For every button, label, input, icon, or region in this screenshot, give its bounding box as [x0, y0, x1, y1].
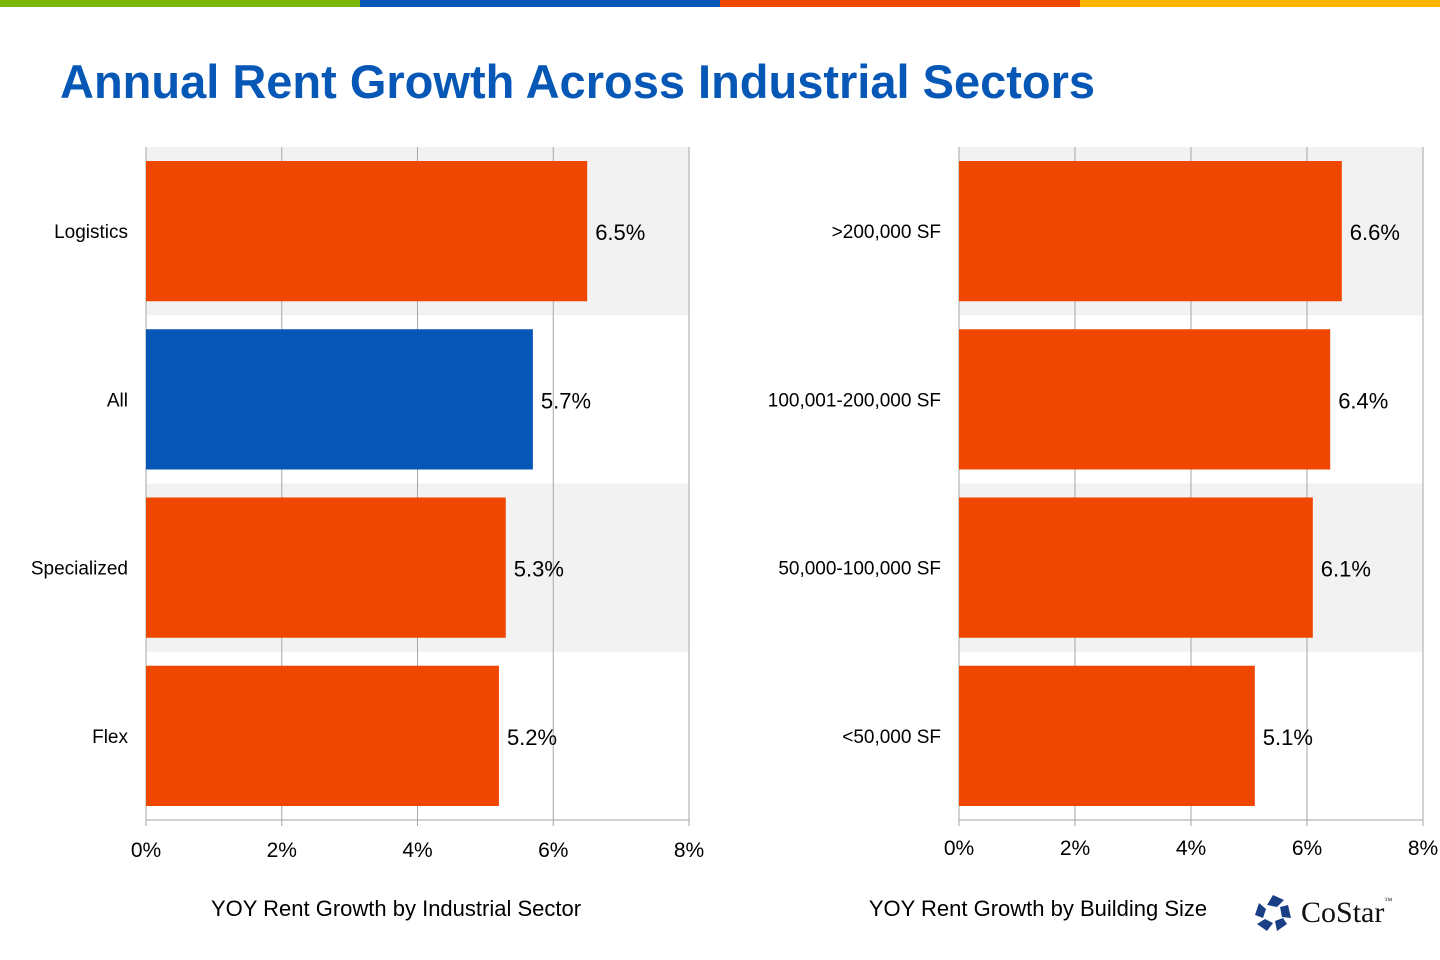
- x-tick-label: 0%: [944, 837, 974, 860]
- x-tick-label: 6%: [1292, 837, 1322, 860]
- data-label: 5.7%: [541, 388, 591, 413]
- x-tick-label: 4%: [1176, 837, 1206, 860]
- bar: [959, 161, 1342, 302]
- costar-star-icon: [1255, 895, 1291, 931]
- category-label: All: [107, 390, 128, 411]
- x-tick-label: 4%: [402, 839, 432, 862]
- x-tick-label: 8%: [1408, 837, 1438, 860]
- chart-title: YOY Rent Growth by Industrial Sector: [211, 896, 581, 921]
- x-tick-label: 0%: [131, 839, 161, 862]
- logo-wordmark: CoStar: [1301, 896, 1385, 929]
- top-bar-segment: [0, 0, 360, 7]
- bar: [146, 329, 533, 470]
- category-label: <50,000 SF: [842, 727, 941, 748]
- x-tick-label: 2%: [267, 839, 297, 862]
- data-label: 6.5%: [595, 220, 645, 245]
- trademark: ™: [1384, 896, 1393, 905]
- bar: [146, 497, 506, 638]
- page-title: Annual Rent Growth Across Industrial Sec…: [60, 55, 1096, 108]
- data-label: 6.4%: [1338, 388, 1388, 413]
- bar: [146, 161, 588, 302]
- x-tick-label: 2%: [1060, 837, 1090, 860]
- bar: [959, 329, 1331, 470]
- data-label: 5.2%: [507, 725, 557, 750]
- chart-title: YOY Rent Growth by Building Size: [869, 896, 1207, 921]
- bar: [959, 497, 1313, 638]
- category-label: 50,000-100,000 SF: [778, 559, 941, 580]
- data-label: 6.1%: [1321, 557, 1371, 582]
- x-tick-label: 8%: [674, 839, 704, 862]
- category-label: 100,001-200,000 SF: [768, 390, 941, 411]
- category-label: >200,000 SF: [832, 222, 941, 243]
- top-bar-segment: [360, 0, 720, 7]
- category-label: Flex: [92, 727, 128, 748]
- bar: [146, 665, 499, 806]
- costar-logo: CoStar™: [1253, 893, 1392, 933]
- data-label: 6.6%: [1350, 220, 1400, 245]
- x-tick-label: 6%: [538, 839, 568, 862]
- category-label: Specialized: [31, 559, 128, 580]
- logo-text: CoStar™: [1301, 896, 1392, 930]
- data-label: 5.1%: [1263, 725, 1313, 750]
- category-label: Logistics: [54, 222, 128, 243]
- top-color-bar: [0, 0, 1440, 7]
- bar: [959, 665, 1255, 806]
- top-bar-segment: [720, 0, 1080, 7]
- top-bar-segment: [1080, 0, 1440, 7]
- data-label: 5.3%: [514, 557, 564, 582]
